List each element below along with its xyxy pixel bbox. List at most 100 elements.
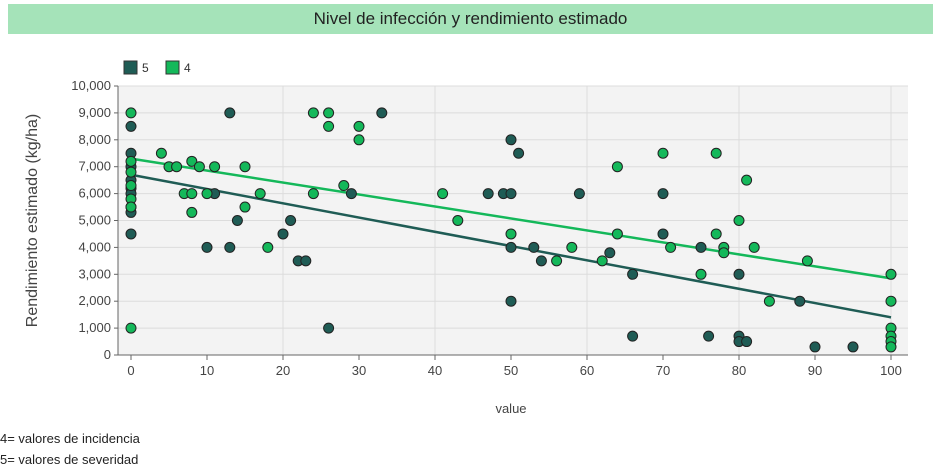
data-point-4 [710, 147, 722, 159]
y-tick-label: 5,000 [78, 213, 111, 228]
y-tick-label: 6,000 [78, 186, 111, 201]
data-point-5 [300, 255, 312, 267]
data-point-4 [733, 215, 745, 226]
data-point-4 [125, 322, 137, 334]
data-point-4 [262, 241, 274, 253]
y-tick-label: 4,000 [78, 239, 111, 254]
data-point-4 [665, 241, 677, 253]
data-point-5 [345, 188, 357, 200]
data-point-4 [452, 215, 464, 226]
data-point-4 [338, 180, 350, 192]
data-point-4 [505, 228, 517, 240]
x-tick-label: 30 [352, 363, 366, 378]
data-point-5 [323, 322, 335, 334]
data-point-4 [239, 161, 251, 173]
y-tick-label: 0 [104, 347, 111, 362]
y-tick-label: 3,000 [78, 266, 111, 281]
data-point-5 [847, 341, 859, 353]
data-point-4 [155, 147, 167, 159]
data-point-4 [125, 201, 137, 213]
data-point-4 [125, 180, 137, 192]
data-point-4 [353, 134, 365, 146]
data-point-5 [505, 295, 517, 307]
data-point-5 [535, 255, 547, 267]
data-point-4 [323, 120, 335, 132]
note-severidad: 5= valores de severidad [0, 452, 139, 467]
data-point-5 [505, 241, 517, 253]
data-point-4 [885, 268, 897, 280]
data-point-4 [125, 107, 137, 119]
y-tick-label: 9,000 [78, 105, 111, 120]
data-point-4 [748, 241, 760, 253]
data-point-5 [125, 120, 137, 132]
data-point-5 [657, 228, 669, 240]
y-tick-label: 2,000 [78, 293, 111, 308]
data-point-5 [794, 295, 806, 307]
x-tick-label: 40 [428, 363, 442, 378]
note-incidencia: 4= valores de incidencia [0, 431, 140, 446]
x-tick-label: 20 [276, 363, 290, 378]
data-point-5 [201, 241, 213, 253]
data-point-4 [885, 295, 897, 307]
data-point-5 [376, 107, 388, 119]
data-point-4 [801, 255, 813, 267]
data-point-4 [125, 155, 137, 167]
x-tick-label: 80 [732, 363, 746, 378]
data-point-5 [224, 241, 236, 253]
data-point-4 [611, 161, 623, 173]
legend-swatch-4 [165, 60, 180, 75]
trendline-4 [130, 157, 892, 280]
data-point-5 [231, 215, 243, 226]
data-point-5 [573, 188, 585, 200]
data-point-4 [254, 188, 266, 200]
legend-label-5: 5 [142, 61, 149, 75]
x-tick-label: 100 [880, 363, 902, 378]
data-point-5 [277, 228, 289, 240]
data-point-4 [551, 255, 563, 267]
data-point-4 [125, 166, 137, 178]
data-point-5 [657, 188, 669, 200]
legend-label-4: 4 [184, 61, 191, 75]
data-point-4 [186, 188, 198, 200]
data-point-4 [657, 147, 669, 159]
y-tick-label: 8,000 [78, 132, 111, 147]
data-point-4 [611, 228, 623, 240]
x-tick-label: 50 [504, 363, 518, 378]
x-axis-title: value [495, 401, 526, 416]
data-point-4 [323, 107, 335, 119]
data-point-4 [596, 255, 608, 267]
data-point-5 [285, 215, 297, 226]
chart-title: Nivel de infección y rendimiento estimad… [313, 9, 628, 28]
data-point-4 [201, 188, 213, 200]
data-point-4 [763, 295, 775, 307]
y-tick-label: 7,000 [78, 159, 111, 174]
data-point-4 [566, 241, 578, 253]
data-point-5 [505, 188, 517, 200]
x-tick-label: 0 [127, 363, 134, 378]
data-point-5 [482, 188, 494, 200]
data-point-4 [885, 341, 897, 353]
x-tick-label: 70 [656, 363, 670, 378]
data-point-4 [171, 161, 183, 173]
data-point-4 [437, 188, 449, 200]
data-point-4 [193, 161, 205, 173]
data-point-5 [695, 241, 707, 253]
data-point-4 [186, 206, 198, 218]
data-point-5 [513, 147, 525, 159]
data-point-5 [125, 228, 137, 240]
data-point-4 [710, 228, 722, 240]
data-point-5 [627, 268, 639, 280]
x-tick-label: 10 [200, 363, 214, 378]
legend-swatch-5 [123, 60, 138, 75]
x-tick-label: 60 [580, 363, 594, 378]
data-point-4 [741, 174, 753, 186]
data-point-4 [695, 268, 707, 280]
y-axis-title: Rendimiento estimado (kg/ha) [24, 114, 41, 327]
data-point-4 [209, 161, 221, 173]
data-point-5 [505, 134, 517, 146]
data-point-5 [604, 247, 616, 259]
data-point-5 [809, 341, 821, 353]
data-point-4 [307, 107, 319, 119]
data-point-5 [703, 330, 715, 342]
